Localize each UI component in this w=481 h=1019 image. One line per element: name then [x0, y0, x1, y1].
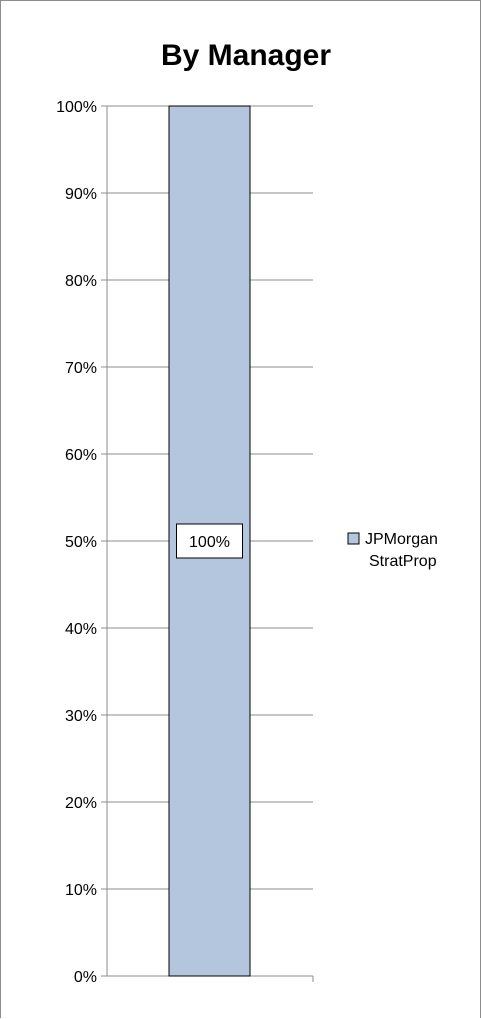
- y-tick-label: 100%: [56, 99, 97, 116]
- legend-swatch: [347, 532, 360, 545]
- y-tick-label: 20%: [65, 795, 97, 812]
- y-tick-label: 40%: [65, 621, 97, 638]
- chart-title: By Manager: [161, 39, 331, 72]
- data-label: 100%: [189, 534, 230, 551]
- data-labels: 100%: [176, 523, 243, 559]
- y-axis: 0% 10% 20% 30% 40% 50% 60% 70% 80% 90% 100%: [56, 99, 314, 986]
- y-tick-label: 10%: [65, 882, 97, 899]
- y-tick-label: 30%: [65, 708, 97, 725]
- y-tick-label: 70%: [65, 360, 97, 377]
- y-tick-label: 90%: [65, 186, 97, 203]
- data-label-box: [176, 523, 243, 559]
- y-tick-label: 0%: [74, 969, 97, 986]
- legend-label: JPMorgan StratProp: [365, 531, 438, 570]
- y-tick-label: 80%: [65, 273, 97, 290]
- legend: JPMorgan StratProp: [347, 531, 438, 570]
- y-tick-label: 50%: [65, 534, 97, 551]
- y-tick-label: 60%: [65, 447, 97, 464]
